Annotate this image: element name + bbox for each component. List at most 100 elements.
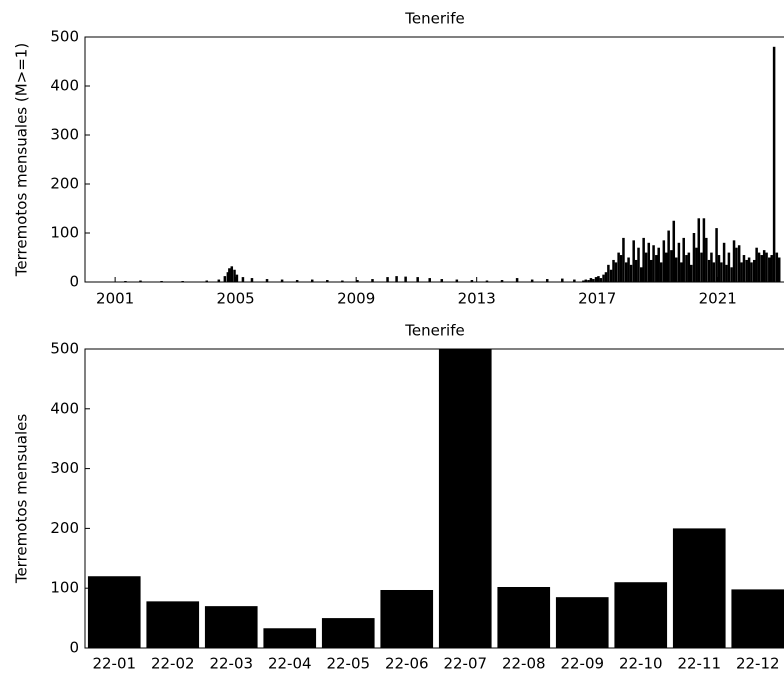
chart-title: Tenerife <box>404 10 464 28</box>
x-tick-label: 2021 <box>699 290 737 308</box>
bar <box>649 259 653 282</box>
bar <box>217 279 221 282</box>
bar <box>295 280 299 282</box>
x-tick-label: 22-08 <box>502 655 546 673</box>
bar <box>672 220 676 282</box>
bar <box>614 582 668 648</box>
x-tick-label: 2013 <box>458 290 496 308</box>
bar <box>674 257 678 282</box>
bar <box>637 247 640 282</box>
x-tick-label: 2017 <box>578 290 616 308</box>
bar <box>772 46 776 282</box>
x-tick-label: 22-12 <box>736 655 780 673</box>
y-tick-label: 300 <box>50 126 79 144</box>
bar <box>717 255 721 282</box>
bar <box>768 257 771 282</box>
bar <box>670 250 673 282</box>
bar <box>440 279 444 282</box>
bar <box>655 255 658 282</box>
y-tick-label: 100 <box>50 579 79 597</box>
x-tick-label: 22-10 <box>619 655 663 673</box>
bar <box>770 255 773 282</box>
bar <box>644 252 648 282</box>
bar <box>677 242 681 282</box>
y-axis-label: Terremotos mensuales <box>13 414 31 584</box>
bar <box>702 218 706 282</box>
bar <box>545 279 549 282</box>
bar <box>732 240 736 282</box>
bar <box>700 252 703 282</box>
bar <box>730 267 733 282</box>
bar <box>642 237 645 282</box>
bar <box>712 262 716 282</box>
bar <box>627 257 630 282</box>
bar <box>607 264 610 282</box>
bar <box>380 589 434 648</box>
bar <box>737 245 741 282</box>
bar <box>762 250 766 282</box>
bar <box>87 576 141 648</box>
bar <box>659 262 663 282</box>
bar <box>428 278 431 282</box>
bar <box>223 276 227 282</box>
bar <box>765 252 768 282</box>
bar <box>742 255 746 282</box>
bar <box>747 257 751 282</box>
x-tick-label: 22-09 <box>560 655 604 673</box>
bar <box>664 252 668 282</box>
y-tick-label: 500 <box>50 28 79 46</box>
bar <box>777 257 781 282</box>
bar <box>455 279 459 282</box>
bar <box>228 268 231 282</box>
bar <box>750 262 753 282</box>
bar <box>497 587 551 648</box>
bar <box>720 262 723 282</box>
bar <box>326 280 329 282</box>
bar <box>667 230 670 282</box>
bar <box>341 280 344 282</box>
bar <box>727 252 731 282</box>
bar <box>597 276 600 282</box>
bar <box>752 259 756 282</box>
bar <box>146 601 200 648</box>
bar <box>555 597 609 648</box>
bar <box>775 252 779 282</box>
bar <box>725 264 728 282</box>
bar <box>438 349 492 648</box>
x-tick-label: 22-05 <box>326 655 370 673</box>
y-tick-label: 0 <box>69 639 79 657</box>
y-tick-label: 0 <box>69 273 79 291</box>
bar <box>530 279 534 282</box>
bar <box>589 278 593 282</box>
y-tick-label: 400 <box>50 399 79 417</box>
bar <box>582 280 585 282</box>
bar <box>470 280 474 282</box>
bar <box>230 266 234 282</box>
bar <box>760 255 764 282</box>
bar <box>687 252 691 282</box>
bar <box>707 259 711 282</box>
y-tick-label: 300 <box>50 459 79 477</box>
bar <box>500 280 504 282</box>
x-tick-label: 2009 <box>337 290 375 308</box>
bar <box>705 237 708 282</box>
bar <box>715 228 718 282</box>
bar <box>639 267 643 282</box>
bar <box>672 528 726 648</box>
bar <box>386 277 389 282</box>
y-tick-label: 500 <box>50 340 79 358</box>
bar <box>735 247 738 282</box>
x-tick-label: 22-04 <box>268 655 312 673</box>
bar <box>602 274 605 282</box>
bar <box>624 262 628 282</box>
y-axis-label: Terremotos mensuales (M>=1) <box>13 43 31 277</box>
bar <box>280 279 284 282</box>
bar <box>416 277 419 282</box>
bar <box>652 245 655 282</box>
y-tick-label: 200 <box>50 519 79 537</box>
x-tick-label: 22-02 <box>151 655 195 673</box>
bar <box>226 272 230 282</box>
bar <box>695 247 698 282</box>
bar <box>604 272 608 282</box>
